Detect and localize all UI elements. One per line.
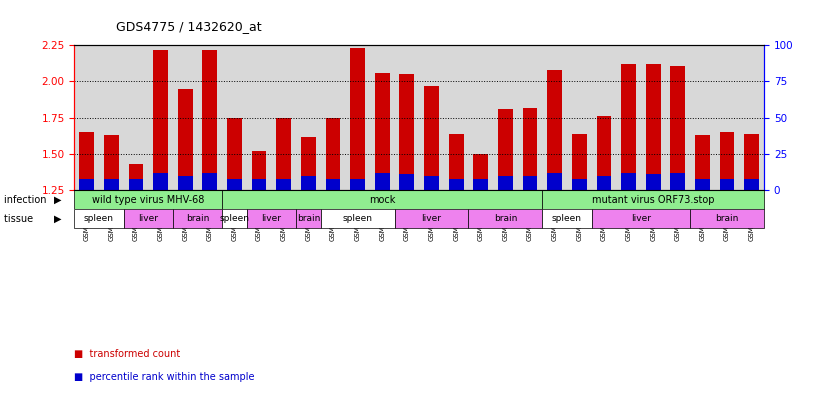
Bar: [277, 118, 291, 190]
Text: ■  transformed count: ■ transformed count: [74, 349, 181, 359]
Bar: [424, 86, 439, 190]
Text: liver: liver: [261, 214, 282, 223]
Bar: [395, 209, 468, 228]
Bar: [252, 179, 267, 190]
Bar: [646, 174, 661, 190]
Bar: [596, 116, 611, 190]
Bar: [227, 179, 242, 190]
Bar: [646, 64, 661, 190]
Bar: [222, 190, 543, 209]
Bar: [621, 64, 636, 190]
Text: brain: brain: [186, 214, 209, 223]
Bar: [375, 73, 390, 190]
Bar: [350, 179, 365, 190]
Bar: [301, 136, 316, 190]
Text: liver: liver: [421, 214, 442, 223]
Bar: [375, 173, 390, 190]
Bar: [222, 209, 247, 228]
Text: ■  percentile rank within the sample: ■ percentile rank within the sample: [74, 372, 255, 382]
Text: brain: brain: [297, 214, 320, 223]
Bar: [548, 70, 562, 190]
Text: wild type virus MHV-68: wild type virus MHV-68: [92, 195, 204, 205]
Bar: [202, 173, 217, 190]
Bar: [473, 179, 488, 190]
Bar: [695, 135, 710, 190]
Text: liver: liver: [631, 214, 651, 223]
Bar: [129, 179, 144, 190]
Bar: [325, 179, 340, 190]
Bar: [79, 132, 94, 190]
Bar: [523, 108, 538, 190]
Bar: [543, 209, 591, 228]
Bar: [719, 179, 734, 190]
Bar: [572, 179, 586, 190]
Bar: [548, 173, 562, 190]
Bar: [350, 48, 365, 190]
Bar: [572, 134, 586, 190]
Bar: [104, 135, 119, 190]
Text: tissue: tissue: [4, 213, 36, 224]
Text: GDS4775 / 1432620_at: GDS4775 / 1432620_at: [116, 20, 261, 33]
Text: spleen: spleen: [343, 214, 373, 223]
Bar: [173, 209, 222, 228]
Text: brain: brain: [715, 214, 738, 223]
Bar: [671, 173, 686, 190]
Bar: [621, 173, 636, 190]
Bar: [473, 154, 488, 190]
Text: brain: brain: [494, 214, 517, 223]
Bar: [178, 89, 192, 190]
Bar: [153, 173, 168, 190]
Bar: [719, 132, 734, 190]
Text: ▶: ▶: [55, 195, 62, 205]
Bar: [153, 50, 168, 190]
Bar: [695, 179, 710, 190]
Bar: [104, 179, 119, 190]
Bar: [252, 151, 267, 190]
Bar: [320, 209, 395, 228]
Bar: [247, 209, 296, 228]
Bar: [523, 176, 538, 190]
Bar: [74, 209, 124, 228]
Bar: [691, 209, 764, 228]
Bar: [591, 209, 691, 228]
Bar: [400, 174, 415, 190]
Text: infection: infection: [4, 195, 50, 205]
Text: mock: mock: [369, 195, 396, 205]
Bar: [277, 179, 291, 190]
Bar: [74, 190, 222, 209]
Bar: [178, 176, 192, 190]
Bar: [202, 50, 217, 190]
Text: spleen: spleen: [220, 214, 249, 223]
Bar: [124, 209, 173, 228]
Bar: [468, 209, 543, 228]
Text: mutant virus ORF73.stop: mutant virus ORF73.stop: [592, 195, 714, 205]
Bar: [543, 190, 764, 209]
Bar: [79, 179, 94, 190]
Bar: [498, 176, 513, 190]
Bar: [498, 109, 513, 190]
Bar: [449, 134, 463, 190]
Bar: [129, 164, 144, 190]
Bar: [596, 176, 611, 190]
Bar: [301, 176, 316, 190]
Text: spleen: spleen: [552, 214, 582, 223]
Text: ▶: ▶: [55, 213, 62, 224]
Bar: [744, 179, 759, 190]
Bar: [325, 118, 340, 190]
Bar: [400, 74, 415, 190]
Bar: [227, 118, 242, 190]
Bar: [671, 66, 686, 190]
Bar: [296, 209, 320, 228]
Bar: [744, 134, 759, 190]
Text: liver: liver: [138, 214, 159, 223]
Text: spleen: spleen: [84, 214, 114, 223]
Bar: [449, 179, 463, 190]
Bar: [424, 176, 439, 190]
